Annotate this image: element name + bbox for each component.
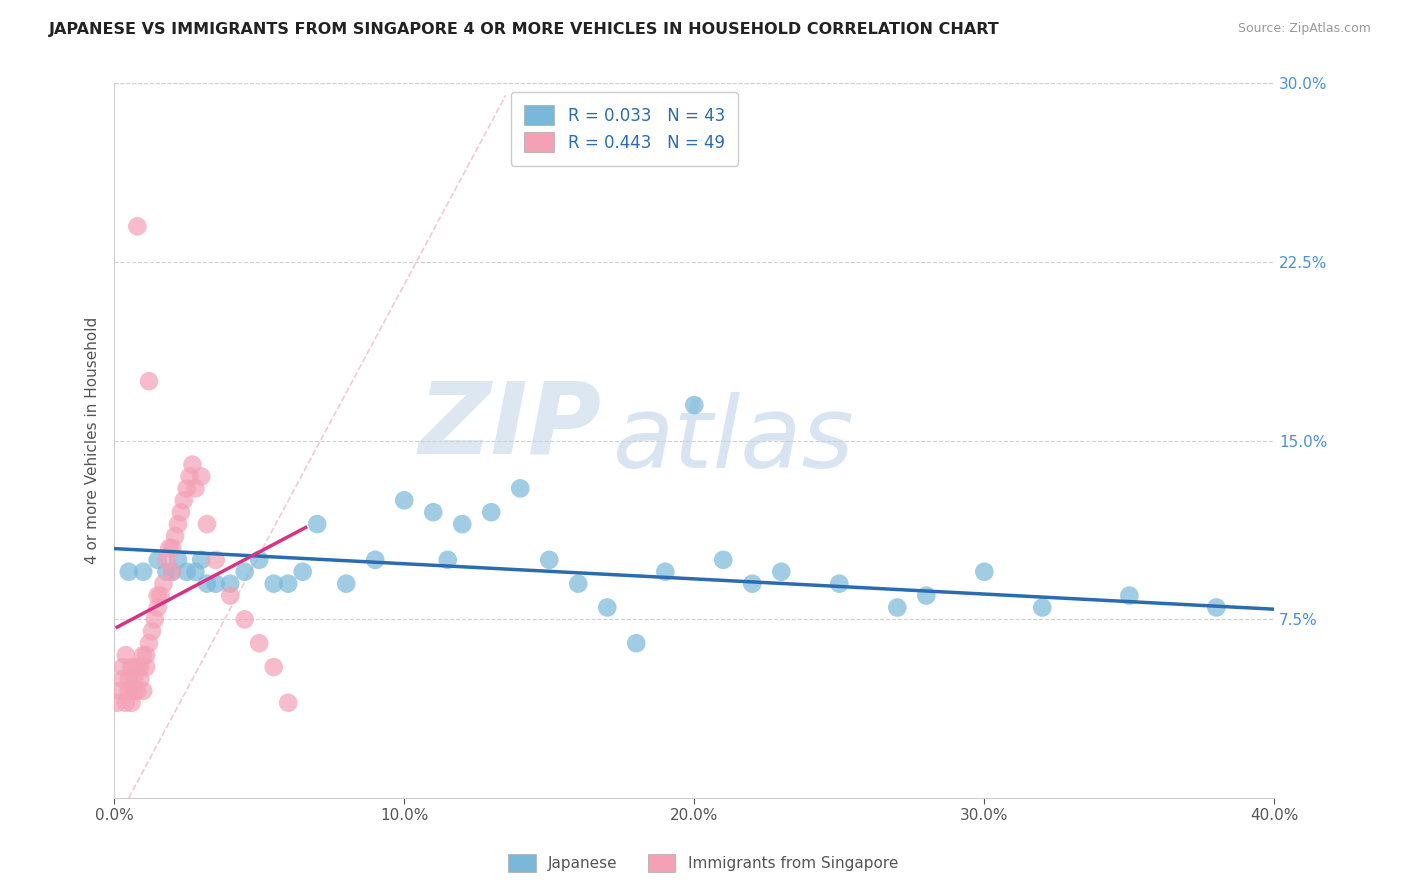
Point [770, 565, 793, 579]
Point [160, 565, 183, 579]
Point [364, 553, 387, 567]
Point [108, 684, 131, 698]
Point [247, 553, 270, 567]
Point [146, 589, 169, 603]
Point [190, 469, 212, 483]
Point [626, 636, 648, 650]
Point [184, 565, 207, 579]
Point [135, 648, 157, 662]
Point [538, 553, 561, 567]
Point [1118, 589, 1140, 603]
Point [179, 469, 201, 483]
Point [973, 565, 995, 579]
Point [195, 576, 218, 591]
Y-axis label: 4 or more Vehicles in Household: 4 or more Vehicles in Household [86, 318, 100, 565]
Point [741, 576, 763, 591]
Point [1031, 600, 1053, 615]
Point [127, 684, 149, 698]
Point [146, 553, 169, 567]
Point [307, 517, 329, 532]
Point [422, 505, 444, 519]
Point [121, 660, 143, 674]
Point [335, 576, 357, 591]
Point [111, 660, 134, 674]
Point [173, 493, 195, 508]
Point [124, 684, 146, 698]
Point [141, 624, 163, 639]
Point [165, 529, 187, 543]
Point [509, 482, 531, 496]
Point [118, 684, 141, 698]
Point [176, 482, 198, 496]
Point [118, 565, 141, 579]
Point [138, 374, 160, 388]
Point [886, 600, 908, 615]
Point [683, 398, 706, 412]
Point [277, 576, 299, 591]
Point [132, 648, 155, 662]
Point [135, 660, 157, 674]
Point [149, 589, 172, 603]
Text: ZIP: ZIP [419, 378, 602, 475]
Point [132, 684, 155, 698]
Point [129, 672, 152, 686]
Point [129, 660, 152, 674]
Point [152, 576, 174, 591]
Point [181, 458, 204, 472]
Point [263, 576, 285, 591]
Point [263, 660, 285, 674]
Point [654, 565, 676, 579]
Point [138, 636, 160, 650]
Text: Source: ZipAtlas.com: Source: ZipAtlas.com [1237, 22, 1371, 36]
Point [233, 565, 256, 579]
Point [176, 565, 198, 579]
Point [277, 696, 299, 710]
Point [1205, 600, 1227, 615]
Point [291, 565, 314, 579]
Point [204, 553, 226, 567]
Point [394, 493, 416, 508]
Point [170, 505, 193, 519]
Point [219, 589, 242, 603]
Point [567, 576, 589, 591]
Point [114, 648, 136, 662]
Point [127, 219, 149, 234]
Point [596, 600, 619, 615]
Point [160, 541, 183, 555]
Legend: R = 0.033   N = 43, R = 0.443   N = 49: R = 0.033 N = 43, R = 0.443 N = 49 [510, 92, 738, 166]
Point [451, 517, 474, 532]
Point [167, 553, 190, 567]
Point [915, 589, 938, 603]
Point [155, 553, 177, 567]
Point [143, 612, 166, 626]
Legend: Japanese, Immigrants from Singapore: Japanese, Immigrants from Singapore [501, 846, 905, 880]
Point [114, 696, 136, 710]
Point [219, 576, 242, 591]
Point [247, 636, 270, 650]
Point [111, 672, 134, 686]
Point [167, 517, 190, 532]
Text: atlas: atlas [613, 392, 855, 489]
Point [124, 672, 146, 686]
Point [184, 482, 207, 496]
Point [160, 565, 183, 579]
Point [479, 505, 502, 519]
Text: JAPANESE VS IMMIGRANTS FROM SINGAPORE 4 OR MORE VEHICLES IN HOUSEHOLD CORRELATIO: JAPANESE VS IMMIGRANTS FROM SINGAPORE 4 … [49, 22, 1000, 37]
Point [105, 696, 128, 710]
Point [155, 565, 177, 579]
Point [436, 553, 458, 567]
Point [121, 696, 143, 710]
Point [828, 576, 851, 591]
Point [132, 565, 155, 579]
Point [118, 672, 141, 686]
Point [146, 600, 169, 615]
Point [204, 576, 226, 591]
Point [711, 553, 734, 567]
Point [233, 612, 256, 626]
Point [190, 553, 212, 567]
Point [127, 660, 149, 674]
Point [157, 541, 180, 555]
Point [195, 517, 218, 532]
